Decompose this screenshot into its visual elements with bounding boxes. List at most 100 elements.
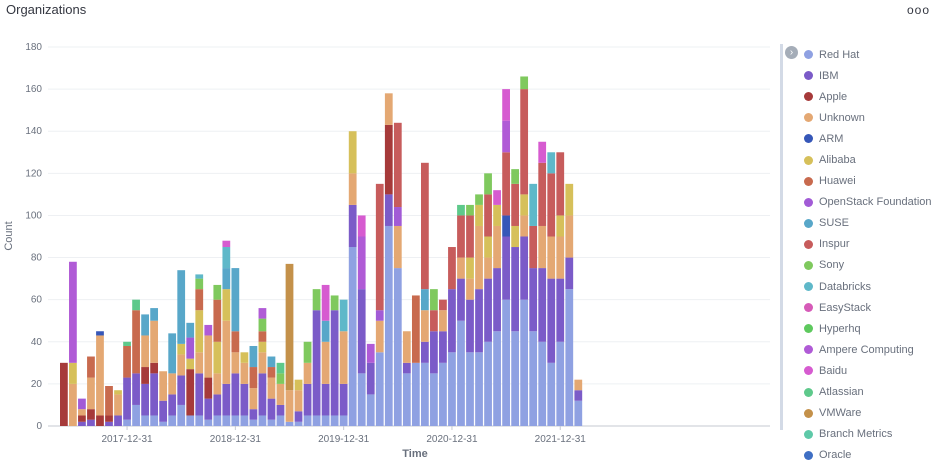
bar-segment[interactable] [448, 289, 456, 353]
bar-segment[interactable] [213, 284, 222, 300]
legend-item[interactable]: Branch Metrics [804, 424, 932, 445]
bar-segment[interactable] [87, 419, 95, 426]
bar-segment[interactable] [267, 367, 276, 378]
bar-segment[interactable] [159, 371, 168, 401]
bar-segment[interactable] [430, 331, 438, 374]
bar-segment[interactable] [168, 373, 177, 395]
bar-segment[interactable] [493, 225, 501, 269]
bar-segment[interactable] [204, 335, 213, 378]
bar-segment[interactable] [231, 268, 240, 332]
bar-segment[interactable] [312, 415, 321, 426]
bar-segment[interactable] [96, 331, 104, 336]
bar-segment[interactable] [529, 183, 538, 226]
bar-segment[interactable] [547, 236, 556, 279]
bar-segment[interactable] [357, 215, 366, 237]
bar-segment[interactable] [69, 362, 77, 384]
bar-segment[interactable] [538, 225, 547, 269]
bar-segment[interactable] [267, 377, 276, 399]
bar-segment[interactable] [565, 215, 574, 258]
legend-item[interactable]: Unknown [804, 107, 932, 128]
bar-segment[interactable] [430, 289, 438, 311]
bar-segment[interactable] [475, 225, 483, 290]
bar-segment[interactable] [195, 415, 204, 426]
bar-segment[interactable] [195, 352, 204, 374]
bar-segment[interactable] [484, 257, 492, 279]
bar-segment[interactable] [484, 236, 492, 258]
bar-segment[interactable] [303, 362, 312, 384]
bar-segment[interactable] [159, 421, 168, 426]
bar-segment[interactable] [132, 299, 140, 311]
bar-segment[interactable] [249, 409, 258, 420]
bar-segment[interactable] [357, 236, 366, 290]
bar-segment[interactable] [168, 415, 177, 426]
bar-segment[interactable] [96, 335, 104, 416]
bar-segment[interactable] [402, 362, 411, 374]
bar-segment[interactable] [511, 169, 520, 184]
bar-segment[interactable] [294, 390, 303, 412]
bar-segment[interactable] [204, 419, 213, 426]
bar-segment[interactable] [258, 341, 267, 353]
bar-segment[interactable] [457, 257, 465, 279]
bar-segment[interactable] [502, 215, 510, 237]
bar-segment[interactable] [457, 215, 465, 258]
bar-segment[interactable] [276, 404, 285, 416]
bar-segment[interactable] [574, 379, 583, 391]
bar-segment[interactable] [177, 343, 186, 355]
bar-segment[interactable] [493, 204, 501, 226]
bar-segment[interactable] [448, 352, 456, 426]
bar-segment[interactable] [466, 352, 474, 426]
bar-segment[interactable] [186, 337, 195, 359]
bar-segment[interactable] [249, 419, 258, 426]
bar-segment[interactable] [303, 415, 312, 426]
bar-segment[interactable] [258, 373, 267, 416]
bar-segment[interactable] [267, 419, 276, 426]
bar-segment[interactable] [520, 76, 529, 90]
bar-segment[interactable] [186, 358, 195, 370]
bar-segment[interactable] [493, 331, 501, 426]
bar-segment[interactable] [502, 120, 510, 153]
bar-segment[interactable] [484, 341, 492, 426]
bar-segment[interactable] [411, 295, 420, 363]
bar-segment[interactable] [393, 225, 402, 269]
bar-segment[interactable] [339, 415, 348, 426]
bar-segment[interactable] [547, 152, 556, 174]
bar-segment[interactable] [231, 373, 240, 416]
bar-segment[interactable] [87, 377, 95, 410]
bar-segment[interactable] [520, 299, 529, 426]
bar-segment[interactable] [105, 385, 113, 416]
bar-segment[interactable] [240, 362, 249, 384]
bar-segment[interactable] [484, 194, 492, 237]
bar-segment[interactable] [132, 404, 140, 426]
bar-segment[interactable] [402, 331, 411, 363]
bar-segment[interactable] [529, 268, 538, 332]
bar-segment[interactable] [366, 394, 375, 426]
bar-segment[interactable] [240, 383, 249, 416]
legend-item[interactable]: Alibaba [804, 149, 932, 170]
bar-segment[interactable] [321, 383, 330, 416]
bar-segment[interactable] [520, 236, 529, 300]
bar-segment[interactable] [141, 367, 149, 384]
bar-segment[interactable] [484, 173, 492, 195]
bar-segment[interactable] [538, 162, 547, 226]
bar-segment[interactable] [421, 289, 429, 311]
bar-segment[interactable] [123, 419, 131, 426]
bar-segment[interactable] [105, 421, 113, 426]
bar-segment[interactable] [511, 183, 520, 226]
bar-segment[interactable] [321, 320, 330, 342]
bar-segment[interactable] [222, 320, 231, 384]
bar-segment[interactable] [502, 152, 510, 216]
bar-segment[interactable] [78, 421, 86, 426]
bar-segment[interactable] [393, 122, 402, 208]
bar-segment[interactable] [222, 415, 231, 426]
legend-item[interactable]: Sony [804, 255, 932, 276]
bar-segment[interactable] [411, 362, 420, 426]
bar-segment[interactable] [276, 415, 285, 426]
bar-segment[interactable] [168, 333, 177, 374]
bar-segment[interactable] [384, 225, 393, 426]
bar-segment[interactable] [132, 310, 140, 374]
bar-segment[interactable] [556, 341, 565, 426]
bar-segment[interactable] [466, 257, 474, 279]
bar-segment[interactable] [141, 314, 149, 336]
bar-segment[interactable] [213, 341, 222, 374]
bar-segment[interactable] [267, 398, 276, 420]
